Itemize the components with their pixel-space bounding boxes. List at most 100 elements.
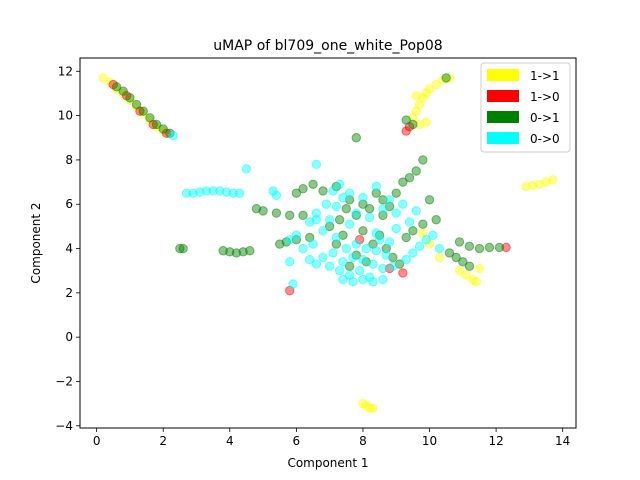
data-point — [311, 208, 322, 218]
data-point — [458, 257, 468, 267]
data-point — [298, 210, 308, 221]
data-point — [461, 270, 471, 280]
data-point — [351, 208, 361, 218]
data-point — [418, 155, 428, 165]
data-point — [454, 265, 465, 276]
data-point — [338, 257, 348, 267]
data-point — [145, 113, 155, 123]
data-point — [318, 252, 328, 263]
data-point — [285, 210, 295, 221]
legend-swatch — [487, 90, 519, 102]
data-point — [324, 215, 335, 225]
data-point — [444, 73, 455, 83]
data-point — [334, 265, 345, 276]
x-tick-label: 14 — [555, 434, 570, 448]
data-point — [424, 84, 435, 94]
y-tick-label: −2 — [55, 374, 73, 388]
data-point — [118, 86, 128, 96]
legend: 1->1 1->0 0->1 0->0 — [480, 62, 571, 153]
data-point — [454, 237, 465, 247]
data-point — [111, 82, 122, 92]
data-point — [378, 210, 388, 221]
legend-label: 0->1 — [530, 111, 560, 125]
x-tick-label: 12 — [488, 434, 503, 448]
data-point — [328, 248, 338, 258]
data-point — [388, 261, 398, 271]
y-tick-label: 8 — [65, 153, 73, 167]
data-point — [411, 206, 421, 216]
data-point — [131, 99, 142, 110]
legend-label: 0->0 — [530, 132, 560, 146]
data-point — [298, 243, 308, 254]
data-point — [444, 248, 455, 258]
data-point — [158, 124, 168, 134]
data-point — [348, 252, 358, 263]
data-point — [471, 277, 481, 287]
data-point — [381, 250, 391, 260]
data-point — [358, 226, 368, 236]
data-point — [391, 188, 401, 198]
data-point — [371, 188, 381, 198]
data-point — [331, 201, 342, 212]
data-point — [398, 199, 408, 209]
data-point — [351, 133, 361, 143]
data-point — [351, 210, 361, 221]
data-point — [391, 208, 401, 218]
data-point — [401, 254, 411, 265]
data-point — [391, 223, 401, 234]
data-point — [358, 254, 368, 265]
data-point — [494, 242, 505, 253]
data-point — [178, 243, 188, 254]
data-point — [368, 259, 378, 269]
data-point — [344, 188, 355, 198]
data-point — [371, 181, 381, 192]
data-point — [364, 212, 375, 223]
series-3 — [168, 130, 445, 289]
data-point — [384, 237, 395, 247]
legend-swatch — [487, 111, 519, 123]
data-point — [334, 179, 345, 189]
data-point — [308, 179, 318, 189]
data-point — [331, 232, 342, 243]
data-point — [364, 203, 375, 214]
data-point — [358, 192, 368, 203]
data-point — [311, 215, 322, 225]
data-point — [291, 230, 302, 240]
legend-box — [480, 62, 571, 153]
data-point — [368, 403, 378, 413]
data-point — [354, 265, 365, 276]
data-point — [501, 242, 511, 253]
data-point — [298, 184, 308, 194]
data-point — [401, 232, 411, 243]
y-tick-label: −4 — [55, 419, 73, 433]
data-point — [228, 188, 238, 198]
data-point — [371, 246, 381, 256]
points-layer — [98, 73, 558, 413]
data-point — [271, 190, 282, 201]
x-tick-label: 0 — [93, 434, 101, 448]
data-point — [338, 274, 348, 285]
data-point — [384, 195, 395, 205]
x-tick-label: 6 — [293, 434, 301, 448]
data-point — [318, 226, 328, 236]
legend-swatch — [487, 69, 519, 81]
data-point — [344, 219, 355, 229]
data-point — [235, 188, 245, 198]
data-point — [175, 243, 185, 254]
data-point — [331, 239, 342, 249]
data-point — [378, 263, 388, 274]
data-point — [484, 242, 495, 253]
x-axis-label: Component 1 — [287, 456, 368, 470]
x-tick-label: 2 — [159, 434, 167, 448]
data-point — [378, 203, 388, 214]
y-tick-label: 10 — [58, 109, 73, 123]
y-tick-label: 2 — [65, 286, 73, 300]
data-point — [304, 254, 315, 265]
data-point — [421, 117, 431, 127]
plot-frame — [79, 57, 577, 429]
data-point — [311, 159, 322, 170]
data-point — [411, 166, 421, 176]
data-point — [424, 195, 435, 205]
data-point — [378, 274, 388, 285]
data-point — [474, 263, 485, 274]
